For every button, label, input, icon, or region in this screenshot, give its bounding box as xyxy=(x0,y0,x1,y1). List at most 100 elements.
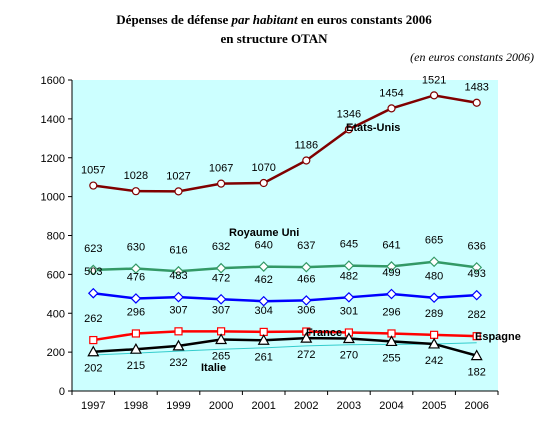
data-label: 265 xyxy=(212,350,230,362)
point-marker xyxy=(89,181,98,190)
series-line-france xyxy=(93,291,477,303)
data-label: 623 xyxy=(84,243,102,255)
data-label: 282 xyxy=(468,309,486,321)
data-label: 1454 xyxy=(379,87,403,99)
point-marker xyxy=(215,293,227,305)
point-marker xyxy=(172,339,185,351)
data-label: 616 xyxy=(169,244,187,256)
data-label: 1057 xyxy=(81,165,105,177)
x-tick-label: 1999 xyxy=(166,400,190,412)
data-label: 202 xyxy=(84,363,102,375)
x-tick-label: 2002 xyxy=(294,400,318,412)
point-marker xyxy=(428,292,440,304)
x-tick-label: 2003 xyxy=(337,400,361,412)
y-tick-label: 1200 xyxy=(41,153,65,165)
point-marker xyxy=(472,332,481,341)
data-label: 665 xyxy=(425,235,443,247)
series-line-italie xyxy=(93,336,478,357)
data-label: 232 xyxy=(169,357,187,369)
data-label: 296 xyxy=(127,306,145,318)
x-tick-label: 1998 xyxy=(124,400,148,412)
y-tick-label: 200 xyxy=(47,347,65,359)
point-marker xyxy=(258,261,270,272)
data-label: 1483 xyxy=(464,82,488,94)
data-label: 636 xyxy=(468,240,486,252)
x-tick-label: 2000 xyxy=(209,400,233,412)
point-marker xyxy=(430,330,439,339)
point-marker xyxy=(385,335,398,347)
data-label: 476 xyxy=(127,271,145,283)
data-label: 480 xyxy=(425,271,443,283)
point-marker xyxy=(131,187,140,196)
point-marker xyxy=(428,256,440,268)
point-marker xyxy=(173,265,184,277)
data-label: 242 xyxy=(425,355,443,367)
series-name-label: Espagne xyxy=(475,331,521,343)
series-line-etats-unis xyxy=(93,94,477,193)
point-marker xyxy=(343,260,355,271)
data-label: 1028 xyxy=(124,170,148,182)
data-label: 466 xyxy=(297,273,315,285)
data-label: 645 xyxy=(340,239,358,251)
point-marker xyxy=(87,264,99,276)
x-tick-label: 2005 xyxy=(422,400,446,412)
data-label: 483 xyxy=(169,270,187,282)
x-tick-label: 1997 xyxy=(81,400,105,412)
series-name-label: Royaume Uni xyxy=(229,227,299,239)
data-label: 1186 xyxy=(294,139,318,151)
data-label: 630 xyxy=(127,242,145,254)
y-tick-label: 800 xyxy=(47,231,65,243)
point-marker xyxy=(302,156,311,165)
data-label: 462 xyxy=(255,274,273,286)
series-name-label: Etats-Unis xyxy=(346,122,400,134)
chart-title-line1: Dépenses de défense par habitant en euro… xyxy=(116,12,432,27)
point-marker xyxy=(215,333,228,345)
data-label: 1070 xyxy=(251,162,275,174)
data-label: 262 xyxy=(84,313,102,325)
data-label: 261 xyxy=(255,351,273,363)
data-label: 215 xyxy=(127,360,145,372)
point-marker xyxy=(386,288,397,300)
point-marker xyxy=(386,261,397,272)
point-marker xyxy=(215,262,227,274)
data-label: 255 xyxy=(382,352,400,364)
y-tick-label: 1600 xyxy=(41,75,65,87)
y-tick-label: 1400 xyxy=(41,114,65,126)
point-marker xyxy=(430,91,439,100)
data-label: 182 xyxy=(468,367,486,379)
data-label: 307 xyxy=(169,304,187,316)
point-marker xyxy=(428,337,441,349)
series-line-espagne xyxy=(93,330,477,342)
point-marker xyxy=(259,178,268,188)
data-label: 472 xyxy=(212,272,230,284)
series-name-label: France xyxy=(306,327,342,339)
data-label: 296 xyxy=(382,306,400,318)
series-name-label: Italie xyxy=(201,362,226,374)
data-label: 632 xyxy=(212,241,230,253)
data-label: 499 xyxy=(382,267,400,279)
point-marker xyxy=(343,291,355,303)
point-marker xyxy=(300,261,312,273)
chart-subtitle: (en euros constants 2006) xyxy=(410,50,534,64)
data-label: 1067 xyxy=(209,163,233,175)
x-tick-label: 2006 xyxy=(464,400,488,412)
point-marker xyxy=(129,342,142,354)
data-label: 304 xyxy=(255,305,273,317)
y-tick-label: 600 xyxy=(47,269,65,281)
point-marker xyxy=(344,125,353,134)
data-label: 493 xyxy=(468,268,486,280)
point-marker xyxy=(217,179,226,188)
data-label: 272 xyxy=(297,349,315,361)
point-marker xyxy=(258,295,270,307)
data-label: 482 xyxy=(340,270,358,282)
series-line-unlabeled xyxy=(93,342,477,356)
data-label: 503 xyxy=(84,266,102,278)
point-marker xyxy=(130,293,142,304)
data-label: 641 xyxy=(382,239,400,251)
point-marker xyxy=(89,335,98,345)
data-label: 637 xyxy=(297,240,315,252)
y-tick-label: 0 xyxy=(59,386,65,398)
series-line-royaume-uni xyxy=(93,260,477,273)
x-tick-label: 2001 xyxy=(251,400,275,412)
